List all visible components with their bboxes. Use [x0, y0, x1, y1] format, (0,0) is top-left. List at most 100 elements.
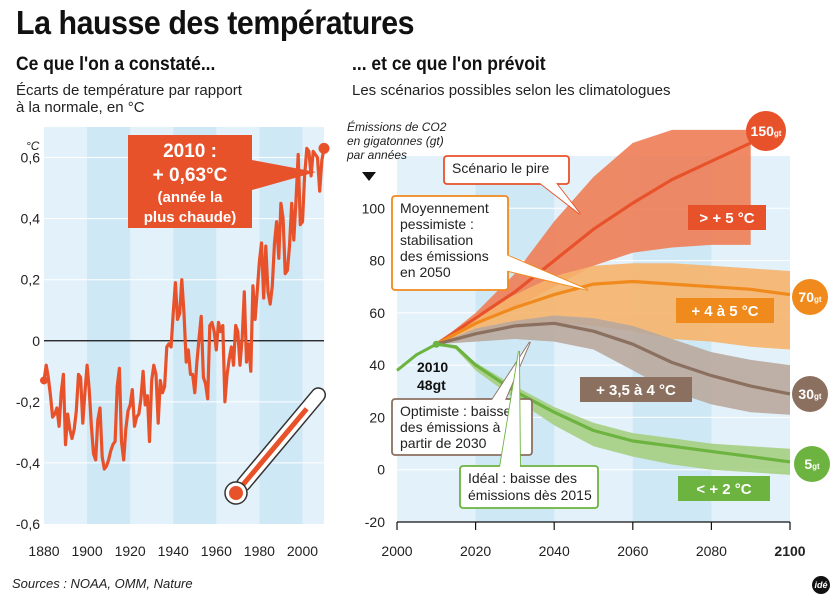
right-subtitle: ... et ce que l'on prévoit [352, 54, 546, 75]
y-tick-label: 60 [369, 305, 385, 321]
callout-2010-value: + 0,63°C [153, 165, 228, 186]
point-2010 [318, 142, 330, 154]
callout-moderate-text: stabilisation [400, 232, 473, 248]
scenario-tag [688, 205, 766, 230]
scenario-tag [580, 377, 692, 402]
callout-moderate-text: des émissions [400, 248, 489, 264]
end-value-badge [792, 376, 828, 412]
scenario-line [435, 321, 791, 396]
thermometer-icon [224, 387, 327, 505]
callout-optimist-text: partir de 2030 [400, 435, 487, 451]
callout-2010-box [128, 135, 316, 228]
y-tick-label: 0,4 [21, 211, 41, 227]
callout-worst-pointer-fill [540, 183, 580, 214]
annotation-2010-year: 2010 [417, 359, 448, 375]
callout-ideal-text: Idéal : baisse des [468, 470, 577, 486]
scenario-tag-label: > + 5 °C [699, 210, 754, 227]
end-value-badge [792, 279, 828, 315]
scenario-tag-label: + 4 à 5 °C [691, 303, 758, 320]
x-tick-label: 2060 [617, 543, 648, 559]
temperature-line [42, 146, 326, 471]
callout-worst-text: Scénario le pire [452, 160, 549, 176]
end-value-label: 5gt [804, 456, 820, 472]
callout-ideal-box [459, 465, 599, 509]
historical-line [396, 342, 438, 372]
sources-note: Sources : NOAA, OMM, Nature [12, 576, 193, 591]
scenario-line [435, 279, 791, 346]
end-value-label: 30gt [798, 386, 821, 402]
y-axis-arrow-icon [362, 172, 376, 181]
thermometer-mercury [234, 407, 309, 495]
scenario-tag [676, 298, 774, 323]
x-tick-label: 2100 [774, 543, 805, 559]
scenario-tag [678, 476, 770, 501]
x-tick-label: 2000 [381, 543, 412, 559]
callout-moderate-text: pessimiste : [400, 216, 474, 232]
end-value-badge [794, 446, 830, 482]
y-tick-label: 0,2 [21, 272, 41, 288]
callout-2010-note: plus chaude) [144, 209, 237, 226]
x-tick-label: 1940 [158, 543, 189, 559]
y-tick-label: -0,6 [16, 516, 40, 532]
callout-moderate-text: Moyennement [400, 200, 489, 216]
end-value-label: 150gt [751, 123, 782, 139]
y-tick-label: 80 [369, 253, 385, 269]
y-tick-label: 0,6 [21, 150, 41, 166]
y-tick-label: 20 [369, 409, 385, 425]
scenario-band [436, 344, 790, 475]
y-tick-label: 40 [369, 357, 385, 373]
scenario-line [436, 342, 791, 464]
end-value-badge [746, 111, 786, 151]
callout-worst-box [443, 155, 570, 185]
x-tick-label: 2040 [539, 543, 570, 559]
scenario-tag-label: + 3,5 à 4 °C [596, 382, 676, 399]
y-tick-label: 100 [362, 200, 386, 216]
x-tick-label: 2020 [460, 543, 491, 559]
point-1880 [40, 376, 48, 385]
thermometer-bulb [229, 486, 243, 500]
x-tick-label: 1920 [115, 543, 146, 559]
x-tick-label: 1880 [28, 543, 59, 559]
x-tick-label: 1980 [244, 543, 275, 559]
left-subtitle: Ce que l'on a constaté... [16, 54, 216, 75]
x-tick-label: 2080 [696, 543, 727, 559]
callout-moderate-box [391, 195, 509, 291]
left-description-line: à la normale, en °C [16, 99, 145, 116]
callout-ideal-pointer-fill [500, 351, 520, 467]
y-axis-unit: °C [26, 139, 40, 153]
y-axis-label: Émissions de CO2 [347, 119, 447, 134]
callout-ideal-text: émissions dès 2015 [468, 487, 592, 503]
callout-optimist-box [391, 398, 533, 456]
left-description-line: Écarts de température par rapport [16, 82, 242, 99]
main-title: La hausse des températures [16, 4, 415, 41]
publisher-logo: idé [812, 576, 830, 594]
point-2010 [432, 340, 440, 348]
y-tick-label: -0,4 [16, 455, 40, 471]
annotation-2010-value: 48gt [417, 377, 446, 393]
scenario-line [435, 141, 752, 346]
callout-2010-year: 2010 : [163, 141, 217, 162]
x-tick-label: 1960 [201, 543, 232, 559]
y-tick-label: 0 [377, 462, 385, 478]
y-tick-label: 0 [32, 333, 40, 349]
callout-optimist-text: Optimiste : baisse [400, 403, 511, 419]
end-value-label: 70gt [798, 289, 821, 305]
callout-optimist-pointer-fill [492, 342, 530, 400]
x-tick-label: 2000 [287, 543, 318, 559]
y-tick-label: -0,2 [16, 394, 40, 410]
y-tick-label: -20 [365, 514, 385, 530]
scenario-band [436, 315, 790, 415]
x-tick-label: 1900 [71, 543, 102, 559]
callout-moderate-text: en 2050 [400, 264, 451, 280]
callout-optimist-text: des émissions à [400, 419, 501, 435]
left-description: Écarts de température par rapport à la n… [16, 82, 242, 116]
scenario-tag-label: < + 2 °C [696, 481, 751, 498]
callout-2010-note: (année la [157, 189, 223, 206]
emissions-chart: 100 80 60 40 20 0 -20 2000 2020 2040 2060 2080 2100 É… [346, 111, 830, 559]
temperature-chart: 0,6 0,4 0,2 0 -0,2 -0,4 -0,6 °C 1880 1900 1920 1940… [16, 127, 330, 559]
right-description: Les scénarios possibles selon les climat… [352, 82, 671, 99]
callout-moderate-pointer-fill [490, 248, 588, 290]
y-axis-label: par années [346, 148, 407, 162]
y-axis-label: en gigatonnes (gt) [347, 134, 444, 148]
